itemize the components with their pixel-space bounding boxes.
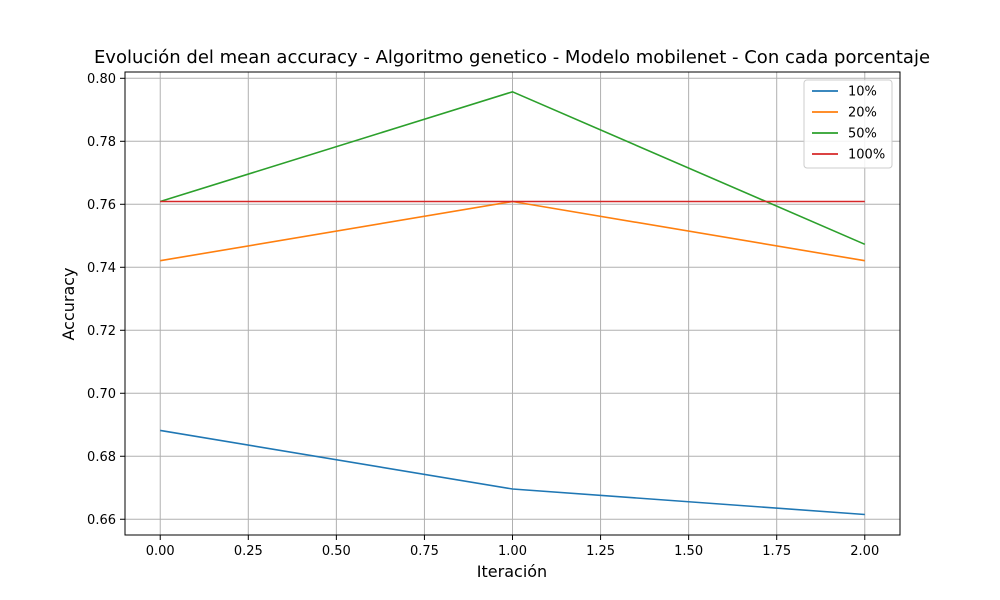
y-tick-label: 0.76 xyxy=(87,198,116,213)
chart-title: Evolución del mean accuracy - Algoritmo … xyxy=(94,47,930,68)
x-tick-label: 1.25 xyxy=(586,544,615,559)
series-line-50pct xyxy=(159,90,866,246)
x-tick-label: 1.75 xyxy=(762,544,791,559)
x-tick-label: 0.75 xyxy=(410,544,439,559)
legend-box xyxy=(803,79,893,169)
y-tick-label: 0.74 xyxy=(87,261,116,276)
x-tick-label: 0.00 xyxy=(146,544,175,559)
y-tick-label: 0.72 xyxy=(87,324,116,339)
x-tick-label: 1.00 xyxy=(498,544,527,559)
y-tick-label: 0.68 xyxy=(87,450,116,465)
series-line-10pct xyxy=(160,429,865,516)
y-axis-ticks: 0.66 0.68 0.70 0.72 0.74 0.76 0.78 0.80 xyxy=(87,72,125,528)
y-tick-label: 0.70 xyxy=(87,387,116,402)
x-tick-label: 2.00 xyxy=(850,544,879,559)
series-lines xyxy=(159,90,866,516)
y-tick-label: 0.80 xyxy=(87,72,116,87)
y-tick-label: 0.78 xyxy=(87,135,116,150)
y-tick-label: 0.66 xyxy=(87,513,116,528)
legend-label-10pct: 10% xyxy=(848,85,877,100)
x-tick-label: 0.50 xyxy=(322,544,351,559)
x-tick-label: 1.50 xyxy=(674,544,703,559)
x-axis-ticks: 0.00 0.25 0.50 0.75 1.00 1.25 1.50 1.75 2.00 xyxy=(146,535,879,559)
x-axis-label: Iteración xyxy=(477,562,547,581)
legend: 10% 20% 50% 100% xyxy=(803,79,893,169)
legend-label-100pct: 100% xyxy=(848,148,885,163)
y-axis-label: Accuracy xyxy=(59,267,78,340)
legend-label-50pct: 50% xyxy=(848,127,877,142)
legend-label-20pct: 20% xyxy=(848,106,877,121)
x-tick-label: 0.25 xyxy=(234,544,263,559)
grid xyxy=(125,72,900,535)
